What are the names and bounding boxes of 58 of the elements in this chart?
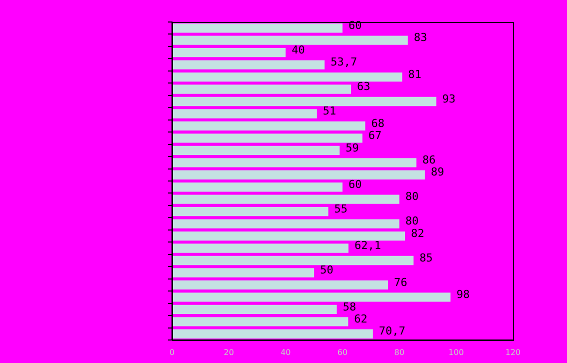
bar — [172, 36, 408, 45]
bar — [172, 219, 400, 228]
data-label: 85 — [420, 251, 433, 264]
x-tick-label: 40 — [280, 348, 291, 357]
bar — [172, 256, 414, 266]
bar — [172, 158, 416, 168]
data-label: 53,7 — [330, 56, 358, 69]
data-label: 80 — [405, 214, 419, 228]
data-label: 81 — [408, 68, 422, 81]
data-label: 59 — [346, 141, 359, 154]
data-label: 58 — [342, 300, 356, 314]
bar — [172, 48, 286, 58]
x-tick-label: 120 — [505, 348, 521, 357]
bar — [172, 329, 373, 338]
data-label: 70,7 — [378, 324, 406, 338]
data-label: 67 — [368, 129, 382, 142]
bar — [172, 170, 425, 180]
data-label: 76 — [394, 276, 408, 289]
bar — [172, 60, 325, 70]
data-label: 98 — [456, 288, 470, 302]
data-label: 62,1 — [354, 239, 381, 252]
x-tick-label: 0 — [169, 348, 175, 357]
bar — [172, 304, 337, 314]
bar — [172, 121, 366, 131]
bar — [172, 146, 340, 156]
bar — [172, 206, 328, 216]
bar — [172, 109, 317, 118]
bar — [172, 244, 348, 253]
bar — [172, 231, 406, 241]
data-label: 50 — [320, 264, 334, 277]
bar — [172, 268, 314, 278]
data-label: 40 — [292, 43, 305, 56]
bar — [172, 194, 400, 204]
bar — [172, 292, 450, 302]
bar — [172, 134, 362, 143]
data-label: 89 — [430, 166, 444, 179]
data-label: 82 — [411, 226, 424, 240]
bar — [172, 84, 352, 94]
data-label: 63 — [357, 80, 370, 94]
bar — [172, 24, 342, 33]
data-label: 62 — [354, 312, 368, 326]
bar — [172, 96, 436, 106]
data-label: 86 — [422, 154, 436, 167]
x-tick-label: 60 — [337, 348, 348, 357]
bar — [172, 280, 388, 290]
bar — [172, 182, 342, 192]
data-label: 51 — [322, 104, 336, 118]
data-label: 68 — [371, 116, 384, 130]
x-tick-label: 100 — [448, 348, 464, 357]
data-label: 60 — [348, 178, 362, 191]
bar — [172, 317, 348, 326]
data-label: 93 — [442, 92, 456, 106]
data-label: 80 — [405, 190, 419, 204]
data-label: 55 — [334, 202, 348, 216]
bar — [172, 72, 402, 82]
data-label: 83 — [414, 31, 428, 44]
x-tick-label: 20 — [224, 348, 234, 357]
x-tick-label: 80 — [394, 348, 404, 357]
